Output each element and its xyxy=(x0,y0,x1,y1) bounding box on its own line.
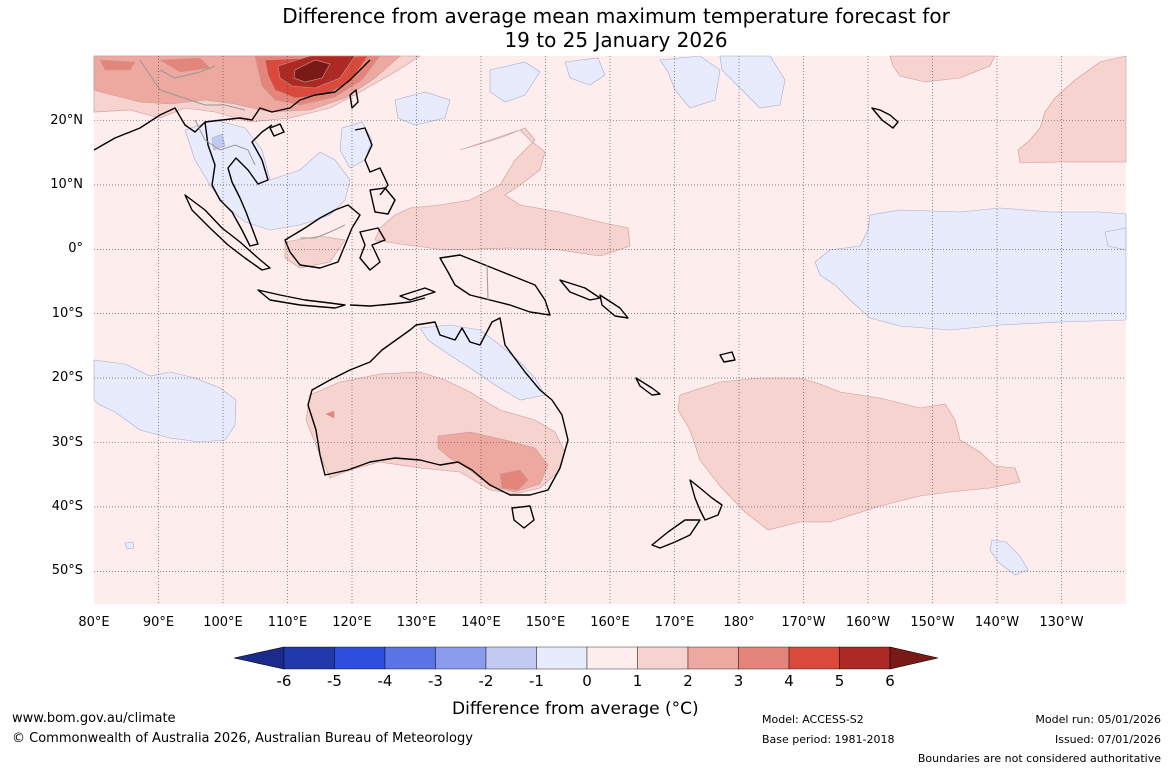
longitude-label: 160°W xyxy=(845,615,891,630)
colorbar xyxy=(233,646,939,670)
colorbar-extend-low xyxy=(233,646,285,670)
anomaly-sw-pacific xyxy=(677,377,1021,531)
colorbar-tick: -4 xyxy=(377,672,393,690)
colorbar-segment xyxy=(637,646,689,670)
coast-fiji xyxy=(719,351,736,363)
coast-new-zealand-south xyxy=(651,519,701,549)
colorbar-segment xyxy=(788,646,840,670)
longitude-label: 130°E xyxy=(396,615,437,630)
longitude-label: 170°W xyxy=(781,615,826,630)
colorbar-tick: 5 xyxy=(834,672,845,690)
colorbar-tick: 1 xyxy=(632,672,643,690)
footer-url[interactable]: www.bom.gov.au/climate xyxy=(12,711,176,726)
footer-copyright: © Commonwealth of Australia 2026, Austra… xyxy=(12,731,473,746)
longitude-label: 140°E xyxy=(461,615,501,630)
longitude-label: 160°E xyxy=(590,615,630,630)
longitude-label: 150°E xyxy=(525,615,566,630)
latitude-label: 40°S xyxy=(51,498,83,514)
colorbar-tick: -6 xyxy=(276,672,292,690)
colorbar-tick: 3 xyxy=(733,672,744,690)
colorbar-segment xyxy=(839,646,891,670)
colorbar-tick: -3 xyxy=(428,672,443,690)
colorbar-segment xyxy=(485,646,537,670)
latitude-label: 30°S xyxy=(51,434,83,450)
coast-new-zealand-north xyxy=(689,479,723,521)
latitude-label: 0° xyxy=(68,241,83,257)
coast-new-britain xyxy=(559,279,601,301)
colorbar-segment xyxy=(435,646,487,670)
anomaly-australia-3-4 xyxy=(499,469,529,491)
colorbar-segment xyxy=(334,646,386,670)
coast-hainan xyxy=(269,123,285,137)
colorbar-segment xyxy=(536,646,588,670)
anomaly-indian-ocean-cool xyxy=(93,359,237,443)
anomaly-ne-pacific xyxy=(1017,55,1127,164)
colorbar-tick: 6 xyxy=(885,672,895,690)
colorbar-segment xyxy=(586,646,638,670)
longitude-label: 120°E xyxy=(332,615,372,630)
coast-tasmania xyxy=(511,505,535,529)
longitude-label: 170°E xyxy=(654,615,695,630)
anomaly-central-pacific-cool xyxy=(814,207,1127,331)
colorbar-segment xyxy=(738,646,790,670)
longitude-label: 90°E xyxy=(142,615,175,630)
colorbar-tick: 2 xyxy=(683,672,693,690)
longitude-label: 130°W xyxy=(1039,615,1084,630)
colorbar-tick: -1 xyxy=(529,672,544,690)
longitude-label: 80°E xyxy=(78,615,110,630)
coast-luzon xyxy=(354,127,389,196)
coast-java xyxy=(257,289,346,309)
footer-issued: Issued: 07/01/2026 xyxy=(1054,733,1161,746)
anomaly-west-patch xyxy=(99,59,136,71)
longitude-label: 100°E xyxy=(203,615,243,630)
longitude-label: 140°W xyxy=(974,615,1020,630)
coast-australia xyxy=(307,317,569,496)
colorbar-tick: -2 xyxy=(478,672,494,690)
latitude-label: 20°N xyxy=(50,112,83,128)
latitude-label: 10°S xyxy=(51,305,83,321)
colorbar-segment xyxy=(384,646,436,670)
longitude-label: 110°E xyxy=(267,615,308,630)
coast-indochina xyxy=(204,121,273,247)
title-line-1: Difference from average mean maximum tem… xyxy=(282,4,950,28)
latitude-label: 50°S xyxy=(51,563,83,579)
coast-sumatra xyxy=(184,194,271,271)
footer-model-run: Model run: 05/01/2026 xyxy=(1035,713,1161,726)
country-borders xyxy=(139,59,489,301)
footer-disclaimer: Boundaries are not considered authoritat… xyxy=(917,752,1161,765)
coast-new-guinea xyxy=(439,254,551,316)
coast-sulawesi xyxy=(359,227,386,271)
footer-model: Model: ACCESS-S2 xyxy=(762,713,864,726)
coast-hawaii xyxy=(871,107,899,129)
footer-base-period: Base period: 1981-2018 xyxy=(762,733,895,746)
colorbar-segment xyxy=(687,646,739,670)
latitude-label: 10°N xyxy=(50,176,83,192)
coast-new-caledonia xyxy=(635,377,661,396)
colorbar-tick: 4 xyxy=(784,672,794,690)
longitude-label: 150°W xyxy=(910,615,955,630)
chart-title: Difference from average mean maximum tem… xyxy=(0,4,1173,52)
coast-lesser-sunda xyxy=(349,297,426,307)
graticule xyxy=(94,56,1126,604)
colorbar-tick: -5 xyxy=(327,672,342,690)
coast-asia-mainland xyxy=(93,59,371,151)
longitude-label: 180° xyxy=(723,615,755,630)
colorbar-tick: 0 xyxy=(582,672,592,690)
title-line-2: 19 to 25 January 2026 xyxy=(504,28,728,52)
latitude-label: 20°S xyxy=(51,370,83,386)
colorbar-title: Difference from average (°C) xyxy=(452,699,699,719)
warm-anomaly-regions xyxy=(93,55,1127,531)
cool-anomaly-regions xyxy=(93,55,1127,576)
coast-solomons xyxy=(599,294,629,319)
colorbar-extend-high xyxy=(889,646,939,670)
anomaly-east-asia-peak xyxy=(293,59,331,83)
coast-taiwan xyxy=(349,89,359,109)
colorbar-segment xyxy=(283,646,335,670)
coast-mindanao xyxy=(369,187,396,215)
